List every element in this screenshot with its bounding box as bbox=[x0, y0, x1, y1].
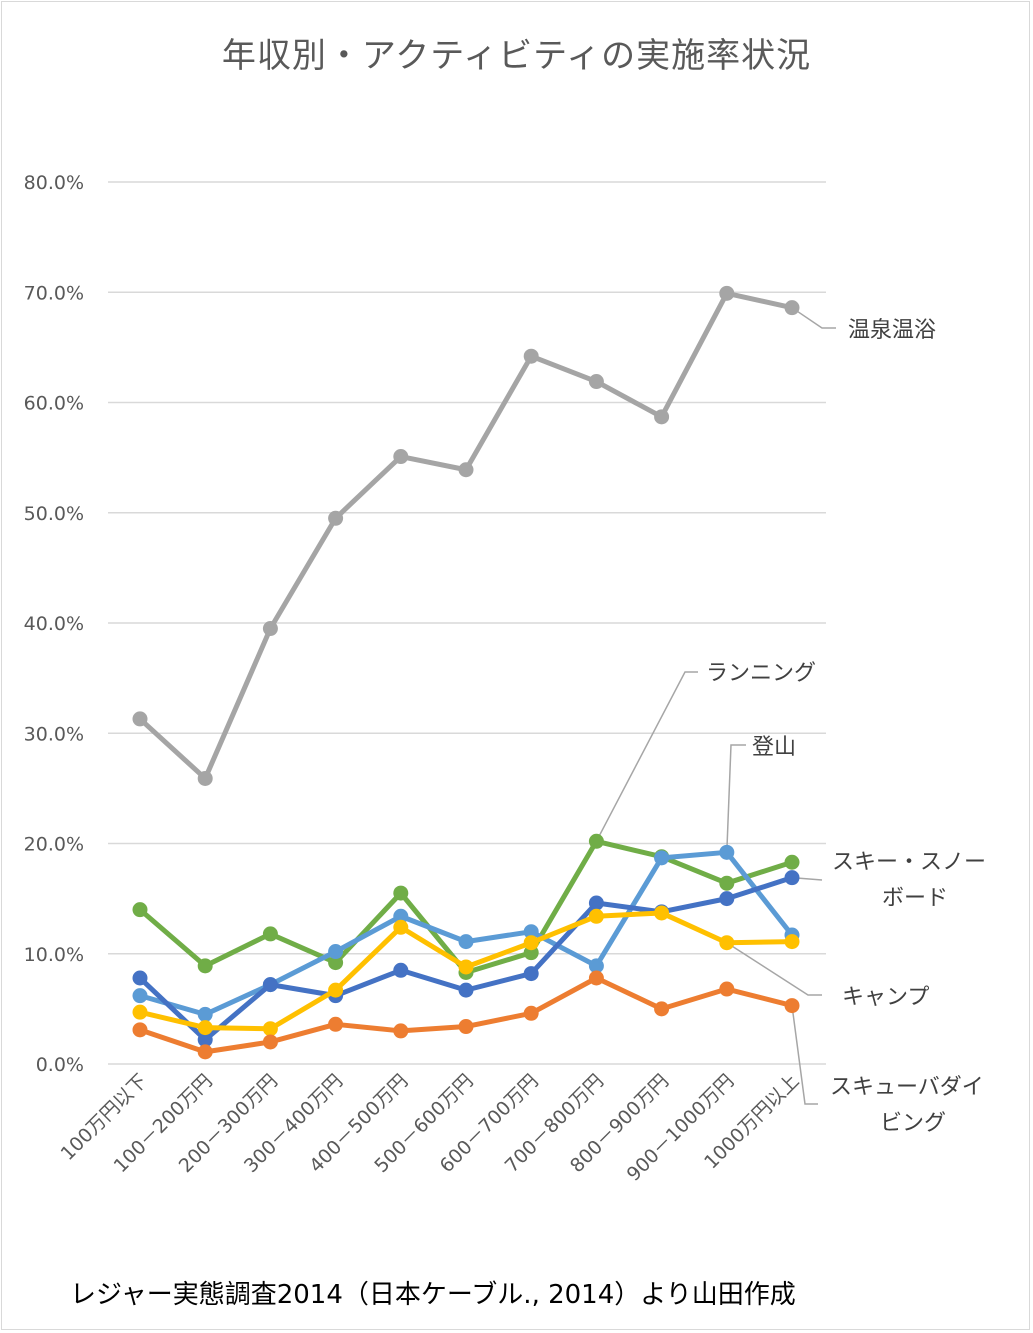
data-point bbox=[588, 833, 604, 849]
data-point bbox=[132, 970, 148, 986]
data-point bbox=[328, 510, 344, 526]
y-tick-label: 40.0% bbox=[24, 613, 84, 635]
series-line bbox=[137, 290, 795, 781]
data-point bbox=[393, 919, 409, 935]
series-5 bbox=[132, 970, 800, 1060]
data-point bbox=[523, 1005, 539, 1021]
data-point bbox=[262, 926, 278, 942]
leader-line bbox=[791, 1005, 818, 1105]
series-0 bbox=[132, 285, 800, 786]
data-point bbox=[328, 955, 344, 971]
y-tick-label: 80.0% bbox=[24, 172, 84, 194]
data-point bbox=[197, 1006, 213, 1022]
data-point bbox=[197, 1020, 213, 1036]
data-point bbox=[784, 870, 800, 886]
data-point bbox=[262, 621, 278, 637]
data-point bbox=[458, 982, 474, 998]
data-point bbox=[719, 844, 735, 860]
y-tick-label: 0.0% bbox=[36, 1054, 84, 1076]
data-point bbox=[393, 1023, 409, 1039]
data-point bbox=[197, 1032, 213, 1048]
data-point bbox=[393, 908, 409, 924]
series-4 bbox=[132, 905, 800, 1037]
data-point bbox=[719, 875, 735, 891]
leader-line bbox=[726, 744, 746, 853]
data-point bbox=[393, 885, 409, 901]
data-point bbox=[328, 944, 344, 960]
y-tick-label: 20.0% bbox=[24, 834, 84, 856]
series-line bbox=[137, 875, 795, 1043]
data-point bbox=[588, 970, 604, 986]
data-point bbox=[393, 449, 409, 465]
series-label: キャンプ bbox=[842, 985, 929, 1010]
series-label: 登山 bbox=[752, 735, 796, 760]
leader-line bbox=[595, 671, 698, 842]
chart-title: 年収別・アクティビティの実施率状況 bbox=[221, 36, 812, 76]
data-point bbox=[132, 1004, 148, 1020]
data-point bbox=[132, 711, 148, 727]
data-point bbox=[458, 959, 474, 975]
y-tick-label: 50.0% bbox=[24, 503, 84, 525]
data-point bbox=[132, 902, 148, 918]
data-point bbox=[328, 982, 344, 998]
data-point bbox=[719, 285, 735, 301]
data-point bbox=[784, 854, 800, 870]
leader-line bbox=[726, 942, 822, 996]
data-point bbox=[588, 895, 604, 911]
data-point bbox=[654, 850, 670, 866]
data-point bbox=[654, 905, 670, 921]
y-tick-label: 60.0% bbox=[24, 393, 84, 415]
data-point bbox=[523, 966, 539, 982]
data-point bbox=[458, 934, 474, 950]
series-label: ボード bbox=[882, 886, 948, 911]
data-point bbox=[197, 1044, 213, 1060]
source-note: レジャー実態調査2014（日本ケーブル., 2014）より山田作成 bbox=[70, 1280, 796, 1310]
data-point bbox=[523, 348, 539, 364]
data-point bbox=[588, 958, 604, 974]
data-point bbox=[132, 988, 148, 1004]
y-tick-label: 10.0% bbox=[24, 944, 84, 966]
data-point bbox=[719, 981, 735, 997]
data-point bbox=[262, 1021, 278, 1037]
data-point bbox=[328, 1016, 344, 1032]
y-tick-label: 30.0% bbox=[24, 723, 84, 745]
series-label: スキューバダイ bbox=[830, 1075, 984, 1100]
data-point bbox=[654, 1001, 670, 1017]
series-3 bbox=[132, 870, 800, 1048]
data-point bbox=[197, 958, 213, 974]
series-label: ランニング bbox=[706, 661, 816, 686]
data-point bbox=[262, 977, 278, 993]
series-label: 温泉温浴 bbox=[848, 318, 936, 343]
data-point bbox=[784, 998, 800, 1014]
data-point bbox=[458, 462, 474, 478]
data-point bbox=[197, 770, 213, 786]
data-point bbox=[719, 935, 735, 951]
series-label: スキー・スノー bbox=[832, 850, 986, 875]
data-point bbox=[458, 1019, 474, 1035]
data-point bbox=[523, 924, 539, 940]
y-tick-label: 70.0% bbox=[24, 282, 84, 304]
leader-line bbox=[791, 307, 836, 329]
data-point bbox=[262, 1034, 278, 1050]
data-point bbox=[132, 1022, 148, 1038]
data-point bbox=[719, 891, 735, 907]
data-point bbox=[523, 935, 539, 951]
series-label: ビング bbox=[880, 1111, 946, 1136]
data-point bbox=[588, 908, 604, 924]
data-point bbox=[393, 962, 409, 978]
data-point bbox=[588, 374, 604, 390]
data-point bbox=[654, 409, 670, 425]
data-point bbox=[784, 934, 800, 950]
data-point bbox=[784, 300, 800, 316]
